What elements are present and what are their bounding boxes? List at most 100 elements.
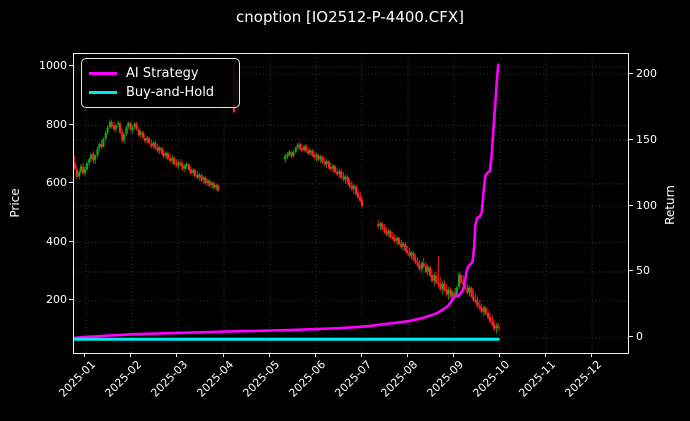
candle-body [482,307,486,312]
candle-body [171,157,174,161]
x-tick-label: 2025-05 [240,358,283,400]
candle-body [185,164,188,167]
candle-body [121,131,124,141]
x-tick-mark [130,353,132,357]
candle-body [346,176,349,184]
candle-body [200,175,203,181]
candle-body [308,150,312,153]
candle-body [437,282,440,285]
candle-body [414,258,417,263]
return-tick-label: 150 [636,132,657,146]
candle-body [108,121,111,128]
candle-body [383,228,386,232]
candle-body [400,243,403,248]
candle-body [104,133,107,139]
candle-body [404,244,407,251]
x-tick-label: 2025-08 [378,358,421,400]
candle-body [418,265,421,270]
candle-body [397,238,400,245]
candle-body [169,158,172,162]
candle-body [458,274,461,287]
candle-body [406,250,409,253]
candle-body [189,169,192,174]
candle-body [424,265,428,273]
return-axis-label: Return [663,185,677,225]
candle-body [416,261,419,266]
candle-body [420,262,423,269]
candle-body [344,176,347,180]
candle-body [206,180,209,183]
candle-body [179,162,182,166]
x-tick-mark [268,353,270,357]
return-tick-label: 50 [636,264,650,278]
return-tick-mark [629,72,633,74]
candle-body [338,171,341,174]
candle-body [196,175,199,178]
candle-body [156,147,159,152]
candle-body [350,185,353,190]
candle-body [472,295,475,301]
x-tick-label: 2025-01 [56,358,99,400]
candle-body [321,157,324,163]
return-tick-mark [629,270,633,272]
legend-item-buy-and-hold: Buy-and-Hold [89,83,231,102]
x-tick-mark [406,353,408,357]
x-tick-label: 2025-10 [470,358,513,400]
candle-body [192,169,195,173]
candle-body [102,139,105,147]
candle-body [187,164,191,170]
candle-body [127,123,130,127]
candle-body [377,224,380,227]
ai-strategy-swatch-line [89,72,117,75]
candle-body [412,252,415,260]
x-tick-label: 2025-02 [102,358,145,400]
price-tick-label: 600 [46,176,67,190]
candle-body [300,148,303,151]
candle-body [75,169,78,177]
candle-body [455,287,458,296]
price-tick-mark [69,240,73,242]
candle-body [183,165,186,169]
candle-body [393,238,396,242]
candle-body [162,152,165,157]
candle-body [379,223,382,226]
candle-body [480,307,483,312]
candle-body [118,123,122,133]
candle-body [484,307,487,314]
candle-body [82,166,85,174]
candle-body [401,243,405,247]
x-tick-label: 2025-09 [424,358,467,400]
candle-body [408,252,411,256]
candle-body [212,183,215,188]
candle-body [110,122,113,127]
x-tick-label: 2025-03 [148,358,191,400]
candle-body [315,154,318,157]
candle-body [336,171,339,175]
candle-body [177,162,180,166]
candle-body [356,192,359,198]
candle-body [439,284,442,290]
x-tick-mark [176,353,178,357]
candle-body [204,178,207,184]
legend-label: Buy-and-Hold [126,85,215,100]
candle-body [78,172,81,177]
candle-body [443,284,446,291]
candle-body [123,134,126,140]
candle-body [387,230,390,234]
candle-body [453,293,457,296]
candle-body [435,275,438,283]
candle-body [129,123,132,130]
candle-body [193,170,197,176]
candle-body [88,159,91,163]
candle-body [284,155,287,160]
candle-body [332,165,335,169]
x-tick-mark [314,353,316,357]
candle-body [216,185,220,191]
candle-body [288,151,291,155]
candle-body [304,145,307,152]
candle-body [208,181,211,186]
x-tick-mark [498,353,500,357]
x-tick-mark [222,353,224,357]
price-tick-mark [69,123,73,125]
candle-body [447,289,450,294]
